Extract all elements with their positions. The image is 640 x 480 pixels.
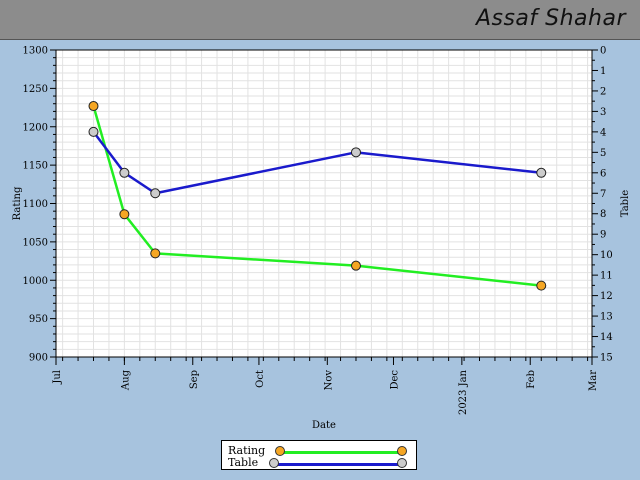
y2-tick-label: 1 <box>600 66 606 77</box>
y2-tick-label: 6 <box>600 168 606 179</box>
y2-tick-label: 0 <box>600 46 606 57</box>
y-tick-label: 900 <box>29 353 48 364</box>
y2-tick-label: 7 <box>600 189 606 200</box>
legend-line-table <box>277 463 402 466</box>
y-tick-label: 1150 <box>23 161 48 172</box>
y2-axis-title: Table <box>620 190 631 217</box>
legend-label-rating: Rating <box>228 444 266 457</box>
player-name: Assaf Shahar <box>475 6 626 31</box>
data-point-rating <box>150 248 161 259</box>
y2-tick-label: 12 <box>600 291 613 302</box>
x-tick-label: Jul <box>52 370 63 385</box>
y2-tick-label: 4 <box>600 127 606 138</box>
y2-tick-label: 11 <box>600 271 613 282</box>
legend-line-rating <box>277 451 402 454</box>
data-point-table <box>150 188 161 199</box>
data-point-table <box>88 126 99 137</box>
legend-item-rating: Rating <box>228 445 265 457</box>
legend-marker-rating-start <box>275 446 285 456</box>
data-point-rating <box>88 101 99 112</box>
y2-tick-label: 13 <box>600 312 613 323</box>
x-tick-label: Mar <box>588 370 599 391</box>
y-tick-label: 1100 <box>23 199 48 210</box>
y-tick-label: 1250 <box>23 84 48 95</box>
y2-tick-label: 9 <box>600 230 606 241</box>
legend-label-table: Table <box>228 456 259 469</box>
x-axis-title: Date <box>312 420 336 431</box>
y-tick-label: 1200 <box>23 122 48 133</box>
y-tick-label: 1000 <box>23 276 48 287</box>
x-tick-label: Oct <box>255 370 266 388</box>
data-point-rating <box>119 209 130 220</box>
legend-marker-table-end <box>397 458 407 468</box>
data-point-rating <box>536 280 547 291</box>
data-point-table <box>536 167 547 178</box>
y-tick-label: 950 <box>29 314 48 325</box>
plot-frame <box>55 49 593 358</box>
y-tick-label: 1300 <box>23 46 48 57</box>
x-tick-label: Aug <box>120 369 131 391</box>
data-point-table <box>119 167 130 178</box>
y2-tick-label: 3 <box>600 107 606 118</box>
x-tick-label: Sep <box>189 370 200 389</box>
y2-tick-label: 2 <box>600 86 606 97</box>
legend-item-table: Table <box>228 457 258 469</box>
y-axis-title: Rating <box>12 186 23 220</box>
y2-tick-label: 14 <box>600 332 613 343</box>
data-point-rating <box>350 260 361 271</box>
header-bar: Assaf Shahar <box>0 0 640 40</box>
x-tick-label: Nov <box>323 370 334 391</box>
data-point-table <box>350 147 361 158</box>
legend-marker-table-start <box>269 458 279 468</box>
y2-tick-label: 5 <box>600 148 606 159</box>
y2-tick-label: 10 <box>600 250 613 261</box>
x-tick-label: Dec <box>389 370 400 390</box>
y-tick-label: 1050 <box>23 237 48 248</box>
legend-marker-rating-end <box>397 446 407 456</box>
chart-legend: Rating Table <box>221 440 417 470</box>
y2-tick-label: 8 <box>600 209 606 220</box>
x-tick-label: Feb <box>526 370 537 389</box>
y2-tick-label: 15 <box>600 353 613 364</box>
x-tick-label: 2023 Jan <box>458 369 469 415</box>
